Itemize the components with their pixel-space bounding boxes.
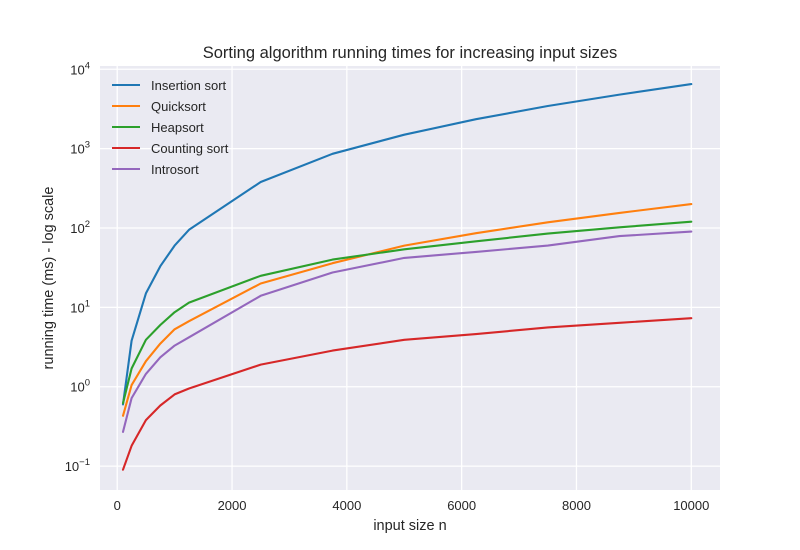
series-line-heapsort — [121, 220, 693, 405]
y-tick-label: 100 — [70, 378, 90, 395]
chart-title: Sorting algorithm running times for incr… — [203, 44, 618, 62]
legend-label-counting-sort: Counting sort — [151, 141, 229, 156]
legend-label-introsort: Introsort — [151, 162, 199, 177]
series-group — [121, 83, 693, 471]
x-tick-label: 8000 — [562, 498, 591, 513]
x-tick-label: 10000 — [673, 498, 709, 513]
x-ticks: 0 2000 4000 6000 8000 10000 — [114, 498, 710, 513]
legend: Insertion sort Quicksort Heapsort Counting … — [112, 78, 229, 177]
y-axis-label: running time (ms) - log scale — [41, 187, 57, 370]
x-tick-label: 4000 — [332, 498, 361, 513]
x-tick-label: 0 — [114, 498, 121, 513]
y-tick-label: 102 — [70, 219, 90, 236]
y-ticks: 10−1 100 101 102 103 104 — [65, 60, 90, 474]
plot-background — [100, 66, 720, 490]
y-tick-label: 103 — [70, 140, 90, 157]
series-line-quicksort — [121, 203, 693, 417]
y-tick-label: 10−1 — [65, 457, 90, 474]
x-tick-label: 6000 — [447, 498, 476, 513]
series-line-insertion-sort — [121, 83, 693, 406]
series-line-counting-sort — [121, 317, 693, 471]
y-tick-label: 104 — [70, 60, 90, 77]
legend-label-heapsort: Heapsort — [151, 120, 204, 135]
legend-label-quicksort: Quicksort — [151, 99, 206, 114]
series-line-introsort — [121, 230, 693, 433]
y-tick-label: 101 — [70, 298, 90, 315]
x-tick-label: 2000 — [218, 498, 247, 513]
legend-label-insertion-sort: Insertion sort — [151, 78, 227, 93]
x-axis-label: input size n — [373, 518, 446, 534]
